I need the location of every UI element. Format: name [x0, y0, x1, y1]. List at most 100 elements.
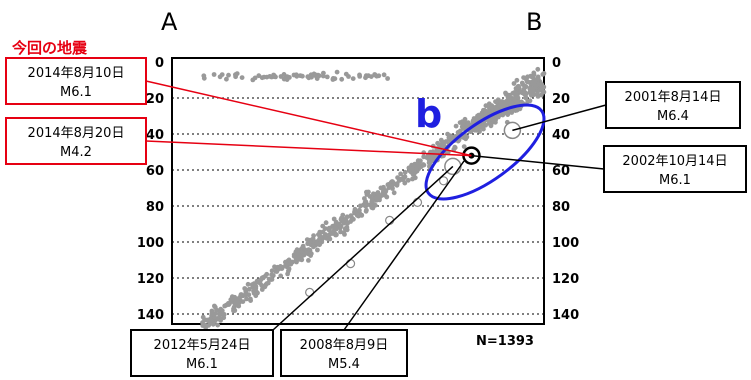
seismicity-dot	[374, 73, 380, 79]
callout-leader-line	[512, 104, 607, 132]
seismicity-dot	[315, 247, 320, 253]
seismicity-dot	[321, 70, 326, 76]
tick-label-right: 20	[552, 92, 570, 107]
callout-box	[130, 329, 274, 377]
seismicity-dot	[339, 76, 345, 82]
seismicity-dot	[324, 74, 330, 80]
seismicity-dot	[259, 283, 265, 288]
seismicity-dot	[389, 183, 395, 189]
seismicity-dot	[405, 177, 411, 183]
seismicity-dot	[201, 73, 207, 79]
seismicity-dot	[221, 315, 227, 321]
seismicity-dot	[410, 176, 415, 182]
seismicity-dot	[294, 250, 299, 256]
seismicity-dot	[535, 66, 541, 72]
seismicity-dot	[208, 318, 214, 324]
seismicity-dot	[269, 272, 274, 278]
callout-date: 2002年10月14日	[622, 154, 727, 169]
seismicity-dot	[226, 302, 232, 307]
seismicity-dot	[381, 72, 387, 78]
seismicity-dot	[384, 194, 390, 200]
seismicity-dot	[251, 290, 257, 296]
seismicity-dot	[402, 169, 408, 175]
tick-label-right: 60	[552, 164, 570, 179]
seismicity-dot	[402, 174, 408, 180]
seismicity-dot	[233, 72, 238, 78]
seismicity-dot	[288, 261, 294, 267]
seismicity-dot	[496, 112, 502, 118]
seismicity-dot	[507, 92, 512, 98]
seismicity-dot	[308, 74, 313, 79]
seismicity-dot	[329, 230, 335, 236]
seismicity-dot	[346, 74, 351, 79]
seismicity-dot	[489, 103, 495, 109]
seismicity-dot	[483, 103, 489, 109]
seismicity-dot	[259, 287, 265, 292]
seismicity-dot	[304, 250, 310, 255]
tick-label-left: 0	[155, 56, 164, 71]
callout-q20021014: 2002年10月14日 M6.1	[471, 145, 747, 193]
seismicity-dot	[246, 292, 252, 298]
seismicity-dot	[265, 280, 271, 286]
callout-magnitude: M4.2	[60, 145, 92, 160]
seismicity-dot	[377, 197, 382, 203]
callout-date: 2012年5月24日	[154, 338, 251, 353]
seismicity-dot	[231, 306, 236, 312]
seismicity-dot	[336, 221, 342, 227]
seismicity-dot	[228, 297, 234, 303]
seismicity-dot	[330, 77, 336, 82]
callout-leader-line	[471, 154, 605, 170]
callout-box	[605, 81, 741, 129]
seismicity-dot	[211, 72, 217, 77]
tick-label-left: 100	[137, 236, 164, 251]
seismicity-dot	[503, 90, 508, 96]
seismicity-dot	[200, 320, 205, 325]
tick-label-right: 120	[552, 272, 579, 287]
small-event-marker	[345, 259, 356, 269]
tick-layer: 0 0 20 20 40 40 60 60 80 80 100 100 120 120 140 140	[137, 56, 579, 323]
seismicity-dot	[308, 251, 314, 256]
seismicity-dot	[490, 117, 496, 123]
seismicity-dot	[284, 74, 290, 79]
seismicity-dot	[285, 271, 290, 277]
seismicity-dot	[522, 85, 528, 90]
seismicity-dot	[513, 108, 518, 113]
seismicity-dot	[531, 92, 537, 98]
seismicity-dot	[215, 322, 221, 328]
seismicity-dot	[531, 70, 537, 76]
callout-date: 2008年8月9日	[300, 338, 389, 353]
seismicity-dot	[535, 76, 541, 82]
seismicity-dot	[452, 145, 458, 151]
seismicity-dot	[540, 72, 546, 77]
seismicity-dot	[350, 76, 356, 81]
seismicity-dot	[239, 75, 245, 80]
seismicity-dot	[212, 314, 218, 320]
seismicity-dot	[269, 277, 275, 282]
seismicity-dot	[524, 79, 530, 85]
seismicity-dot	[341, 218, 347, 224]
tick-label-left: 20	[146, 92, 164, 107]
seismicity-dot	[367, 202, 373, 208]
seismicity-dot	[473, 127, 479, 133]
seismicity-dot	[345, 220, 350, 226]
seismicity-dot	[446, 135, 452, 141]
callout-magnitude: M5.4	[328, 357, 360, 372]
seismicity-dot	[334, 69, 340, 75]
seismicity-dot	[252, 286, 258, 292]
seismicity-dot	[218, 318, 224, 323]
seismicity-dot	[488, 123, 494, 129]
seismicity-dot	[272, 264, 277, 270]
seismicity-dot	[521, 75, 526, 80]
seismicity-dot	[274, 269, 280, 274]
tick-label-right: 80	[552, 200, 570, 215]
seismicity-dot	[317, 236, 322, 242]
callout-magnitude: M6.4	[657, 109, 689, 124]
seismicity-dot	[530, 79, 535, 85]
seismicity-dot	[252, 75, 258, 81]
seismicity-dot	[436, 142, 442, 148]
seismicity-dot	[326, 225, 332, 231]
seismicity-dot	[514, 77, 520, 83]
small-event-marker	[412, 197, 423, 207]
seismicity-dot	[277, 266, 283, 271]
